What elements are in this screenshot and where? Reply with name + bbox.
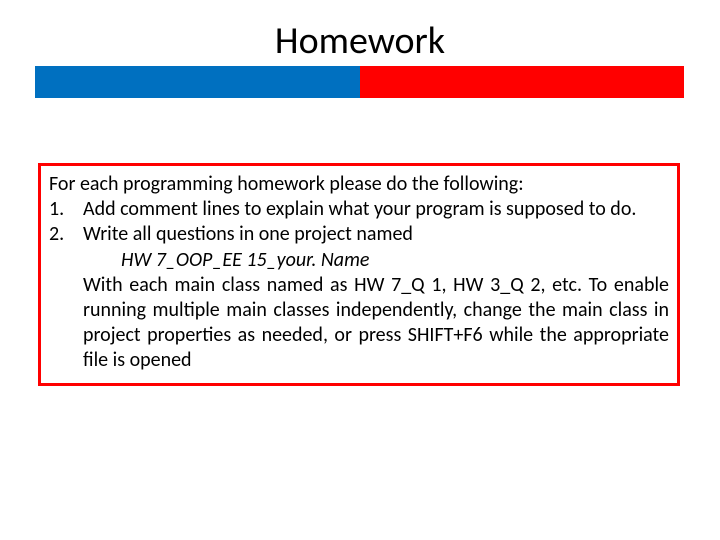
list-number: 1. [49, 197, 83, 222]
list-number: 2. [49, 222, 83, 247]
project-name: HW 7_OOP_EE 15_your. Name [41, 247, 677, 273]
intro-text: For each programming homework please do … [41, 172, 677, 197]
list-item: 1. Add comment lines to explain what you… [49, 197, 677, 222]
header-bar-left [35, 66, 360, 98]
content-box: For each programming homework please do … [38, 163, 680, 386]
header-bar-right [360, 66, 684, 98]
list-text: Write all questions in one project named [83, 222, 677, 247]
numbered-list: 1. Add comment lines to explain what you… [41, 197, 677, 247]
body-paragraph: With each main class named as HW 7_Q 1, … [41, 273, 677, 373]
slide-title: Homework [0, 18, 720, 64]
list-item: 2. Write all questions in one project na… [49, 222, 677, 247]
list-text: Add comment lines to explain what your p… [83, 197, 677, 222]
slide: Homework For each programming homework p… [0, 0, 720, 540]
